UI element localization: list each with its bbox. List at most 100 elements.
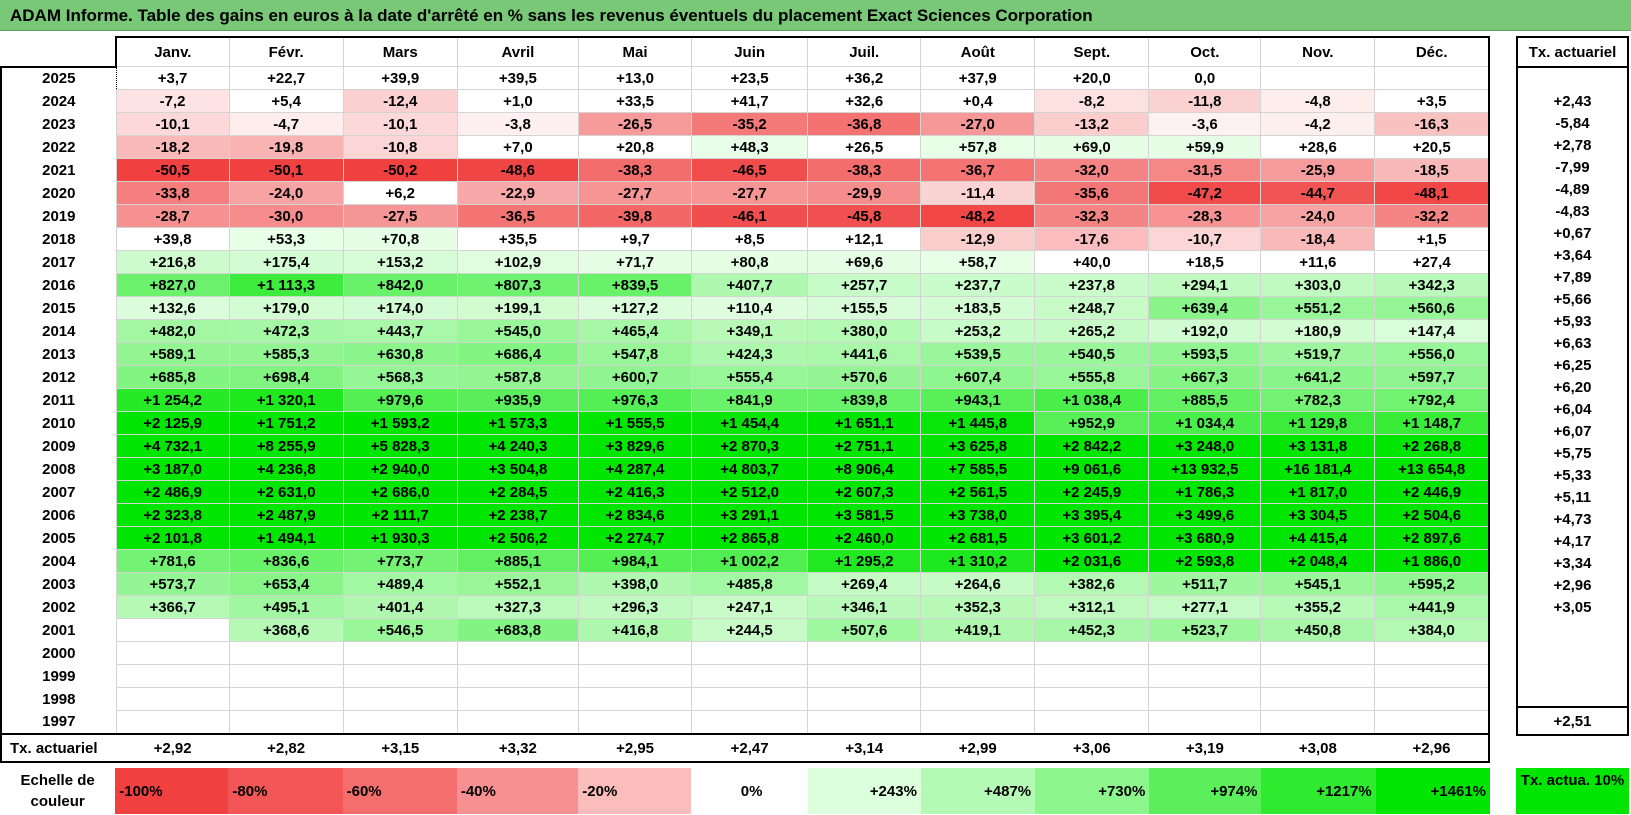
value-cell: +465,4 xyxy=(578,319,693,343)
value-cell: +2 681,5 xyxy=(920,526,1036,550)
tx-actuariel-cell: +3,05 xyxy=(1516,596,1629,618)
value-cell: +1 034,4 xyxy=(1148,411,1262,435)
value-cell: -11,4 xyxy=(920,181,1036,205)
value-cell: -33,8 xyxy=(115,181,230,205)
value-cell: +127,2 xyxy=(578,296,693,320)
value-cell: +3 829,6 xyxy=(578,434,693,458)
value-cell: +269,4 xyxy=(807,572,922,596)
value-cell: +398,0 xyxy=(578,572,693,596)
table-row: 2018 +39,8 +53,3 +70,8 +35,5 +9,7 +8,5 +12,1 -12… xyxy=(0,227,1491,251)
value-cell xyxy=(1148,687,1262,711)
value-cell xyxy=(456,664,580,688)
value-cell xyxy=(1148,641,1262,665)
value-cell: +827,0 xyxy=(115,273,230,297)
value-cell: +2 631,0 xyxy=(228,480,344,504)
year-label: 2022 xyxy=(0,135,117,159)
value-cell: +1 930,3 xyxy=(342,526,458,550)
year-label: 2000 xyxy=(0,641,117,665)
value-cell: -32,0 xyxy=(1034,158,1150,182)
footer-value: +3,15 xyxy=(343,733,458,763)
value-cell: +155,5 xyxy=(807,296,922,320)
value-cell: +639,4 xyxy=(1148,296,1262,320)
value-cell: -35,6 xyxy=(1034,181,1150,205)
table-row: 1997 xyxy=(0,710,1491,735)
month-header: Avril xyxy=(456,36,580,67)
value-cell: +4 415,4 xyxy=(1260,526,1376,550)
year-label: 2006 xyxy=(0,503,117,527)
value-cell: +2 101,8 xyxy=(115,526,230,550)
value-cell: +935,9 xyxy=(456,388,580,412)
value-cell xyxy=(342,641,458,665)
year-label: 2007 xyxy=(0,480,117,504)
value-cell: -4,8 xyxy=(1260,89,1376,113)
value-cell: +71,7 xyxy=(578,250,693,274)
value-cell: -50,1 xyxy=(228,158,344,182)
value-cell: +1 786,3 xyxy=(1148,480,1262,504)
value-cell: +686,4 xyxy=(456,342,580,366)
value-cell: +342,3 xyxy=(1374,273,1491,297)
value-cell: +5 828,3 xyxy=(342,434,458,458)
value-cell: +2 870,3 xyxy=(691,434,809,458)
value-cell: -10,1 xyxy=(115,112,230,136)
value-cell: +773,7 xyxy=(342,549,458,573)
value-cell: +3 601,2 xyxy=(1034,526,1150,550)
table-row: 2013 +589,1 +585,3 +630,8 +686,4 +547,8 +424,3… xyxy=(0,342,1491,366)
year-label: 2025 xyxy=(0,65,117,90)
value-cell: +1 310,2 xyxy=(920,549,1036,573)
table-row: 2022 -18,2 -19,8 -10,8 +7,0 +20,8 +48,3 +26,5 +5… xyxy=(0,135,1491,159)
value-cell: +3 304,5 xyxy=(1260,503,1376,527)
value-cell xyxy=(228,710,344,735)
value-cell xyxy=(807,710,922,735)
footer-value: +2,99 xyxy=(920,733,1035,763)
year-label: 2017 xyxy=(0,250,117,274)
value-cell: -46,1 xyxy=(691,204,809,228)
value-cell: +1 295,2 xyxy=(807,549,922,573)
value-cell: +1 454,4 xyxy=(691,411,809,435)
value-cell: +3 499,6 xyxy=(1148,503,1262,527)
value-cell: +368,6 xyxy=(228,618,344,642)
footer-value: +2,92 xyxy=(116,733,230,763)
value-cell: -24,0 xyxy=(1260,204,1376,228)
value-cell: +885,1 xyxy=(456,549,580,573)
value-cell: +179,0 xyxy=(228,296,344,320)
year-label: 2012 xyxy=(0,365,117,389)
value-cell: +4 803,7 xyxy=(691,457,809,481)
legend-swatch: +1461% xyxy=(1375,768,1490,814)
value-cell: +416,8 xyxy=(578,618,693,642)
footer-value: +3,19 xyxy=(1148,733,1261,763)
value-cell: +265,2 xyxy=(1034,319,1150,343)
tx-actuariel-cell: +5,93 xyxy=(1516,310,1629,332)
value-cell: +979,6 xyxy=(342,388,458,412)
value-cell: +3 504,8 xyxy=(456,457,580,481)
value-cell: +20,5 xyxy=(1374,135,1491,159)
tx-actuariel-cell: +2,78 xyxy=(1516,134,1629,156)
footer-value: +2,96 xyxy=(1374,733,1491,763)
value-cell: +53,3 xyxy=(228,227,344,251)
value-cell xyxy=(807,687,922,711)
value-cell: +346,1 xyxy=(807,595,922,619)
value-cell: -36,5 xyxy=(456,204,580,228)
table-row: 2007 +2 486,9 +2 631,0 +2 686,0 +2 284,5 +2 4… xyxy=(0,480,1491,504)
value-cell: +407,7 xyxy=(691,273,809,297)
legend-label: Echelle de couleur xyxy=(20,772,95,810)
value-cell: +2 487,9 xyxy=(228,503,344,527)
value-cell: -16,3 xyxy=(1374,112,1491,136)
value-cell: +36,2 xyxy=(807,66,922,90)
value-cell: +3 291,1 xyxy=(691,503,809,527)
legend-swatch: -80% xyxy=(228,768,343,814)
value-cell: +2 506,2 xyxy=(456,526,580,550)
value-cell: -50,2 xyxy=(342,158,458,182)
value-cell: +1 751,2 xyxy=(228,411,344,435)
value-cell: -18,2 xyxy=(115,135,230,159)
value-cell xyxy=(342,664,458,688)
value-cell: -31,5 xyxy=(1148,158,1262,182)
value-cell: -10,7 xyxy=(1148,227,1262,251)
value-cell xyxy=(691,641,809,665)
value-cell: +70,8 xyxy=(342,227,458,251)
value-cell: +1 573,3 xyxy=(456,411,580,435)
month-header: Déc. xyxy=(1374,36,1491,67)
value-cell: +2 686,0 xyxy=(342,480,458,504)
year-label: 2015 xyxy=(0,296,117,320)
value-cell: +40,0 xyxy=(1034,250,1150,274)
footer-value: +2,82 xyxy=(229,733,344,763)
